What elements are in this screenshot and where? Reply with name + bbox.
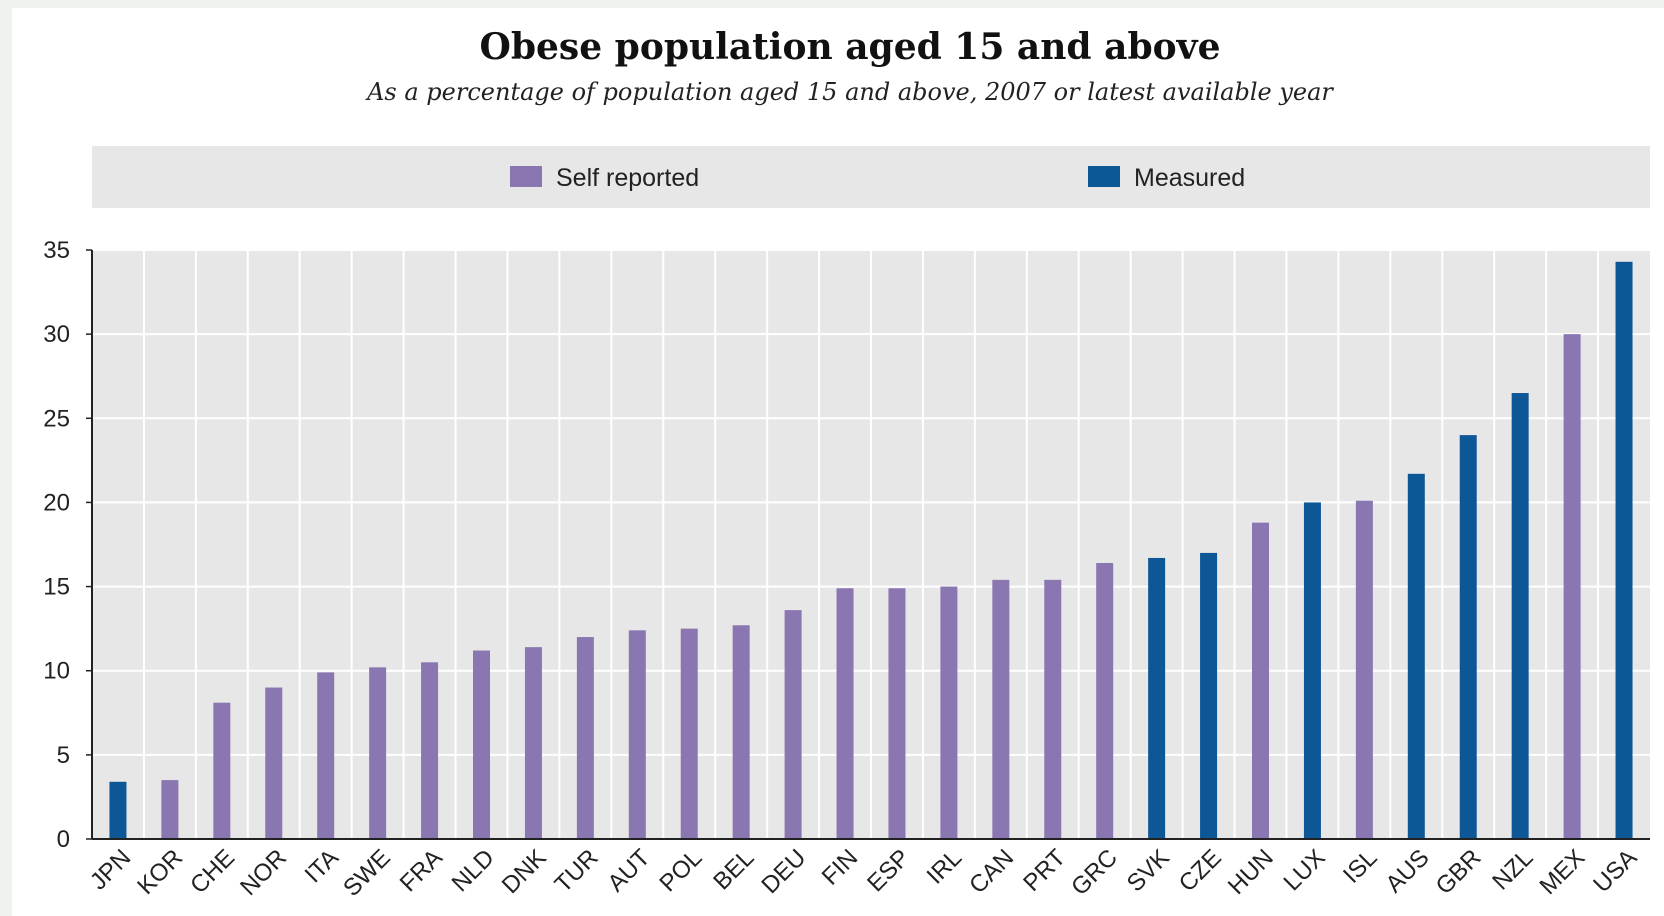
y-tick-label: 15 xyxy=(43,574,70,601)
bar-swe xyxy=(369,667,387,839)
bar-isl xyxy=(1355,500,1373,839)
bar-can xyxy=(992,579,1010,839)
x-tick-label-mex: MEX xyxy=(1534,844,1590,900)
x-tick-label-gbr: GBR xyxy=(1431,844,1487,900)
bar-kor xyxy=(161,780,179,839)
x-tick-label-dnk: DNK xyxy=(497,844,552,899)
x-tick-label-nld: NLD xyxy=(447,844,500,897)
legend-box xyxy=(92,146,1650,208)
bar-prt xyxy=(1044,579,1062,839)
x-tick-label-grc: GRC xyxy=(1066,844,1123,901)
bar-dnk xyxy=(524,647,542,839)
y-tick-label: 5 xyxy=(57,742,70,769)
x-tick-label-pol: POL xyxy=(654,844,707,897)
bar-pol xyxy=(680,628,698,839)
x-tick-label-nzl: NZL xyxy=(1487,844,1538,895)
bar-fra xyxy=(421,662,439,839)
x-tick-label-isl: ISL xyxy=(1338,844,1383,889)
x-tick-label-ita: ITA xyxy=(300,844,344,888)
bar-cze xyxy=(1200,552,1218,839)
bar-gbr xyxy=(1459,435,1477,839)
bar-nzl xyxy=(1511,393,1529,839)
x-tick-label-che: CHE xyxy=(185,844,240,899)
bar-hun xyxy=(1252,522,1269,839)
y-tick-label: 35 xyxy=(43,237,70,264)
x-tick-label-can: CAN xyxy=(964,844,1019,899)
bar-grc xyxy=(1096,563,1114,839)
x-tick-label-cze: CZE xyxy=(1174,844,1227,897)
legend-label-measured: Measured xyxy=(1134,164,1245,192)
x-tick-label-kor: KOR xyxy=(132,844,188,900)
bar-aus xyxy=(1407,473,1425,839)
x-tick-label-esp: ESP xyxy=(862,844,915,897)
x-tick-label-aus: AUS xyxy=(1381,844,1435,898)
bar-nor xyxy=(265,687,283,839)
chart-title: Obese population aged 15 and above xyxy=(479,26,1221,68)
bar-che xyxy=(213,702,231,839)
x-tick-label-irl: IRL xyxy=(922,844,968,890)
x-tick-label-nor: NOR xyxy=(235,844,292,901)
x-tick-label-deu: DEU xyxy=(756,844,811,899)
y-tick-label: 30 xyxy=(43,321,70,348)
bar-ita xyxy=(317,672,335,839)
bar-deu xyxy=(784,610,802,839)
x-tick-label-aut: AUT xyxy=(603,844,656,897)
x-tick-label-bel: BEL xyxy=(708,844,759,895)
bar-usa xyxy=(1615,261,1633,839)
bar-mex xyxy=(1563,334,1581,839)
x-tick-label-prt: PRT xyxy=(1018,844,1071,897)
x-tick-label-fin: FIN xyxy=(817,844,863,890)
y-tick-label: 10 xyxy=(43,658,70,685)
y-tick-label: 20 xyxy=(43,489,70,516)
x-tick-label-svk: SVK xyxy=(1122,844,1175,897)
x-tick-label-fra: FRA xyxy=(395,844,448,897)
x-tick-label-lux: LUX xyxy=(1279,844,1331,896)
bar-irl xyxy=(940,586,958,839)
bar-nld xyxy=(473,650,490,839)
bar-jpn xyxy=(109,781,127,839)
x-tick-label-swe: SWE xyxy=(338,844,396,902)
legend-label-self-reported: Self reported xyxy=(556,164,699,192)
bar-svk xyxy=(1148,557,1166,839)
x-tick-label-jpn: JPN xyxy=(85,844,136,895)
x-tick-label-tur: TUR xyxy=(550,844,604,898)
bar-tur xyxy=(576,637,594,839)
x-tick-label-usa: USA xyxy=(1588,844,1642,898)
bar-fin xyxy=(836,588,854,839)
y-tick-label: 25 xyxy=(43,405,70,432)
bar-lux xyxy=(1303,502,1321,839)
bar-esp xyxy=(888,588,906,839)
x-tick-label-hun: HUN xyxy=(1223,844,1279,900)
legend-swatch-self-reported xyxy=(510,166,542,187)
y-tick-label: 0 xyxy=(57,826,70,853)
legend-swatch-measured xyxy=(1088,166,1120,187)
bar-aut xyxy=(628,630,646,839)
chart-subtitle: As a percentage of population aged 15 an… xyxy=(367,78,1333,106)
bar-bel xyxy=(732,625,750,839)
